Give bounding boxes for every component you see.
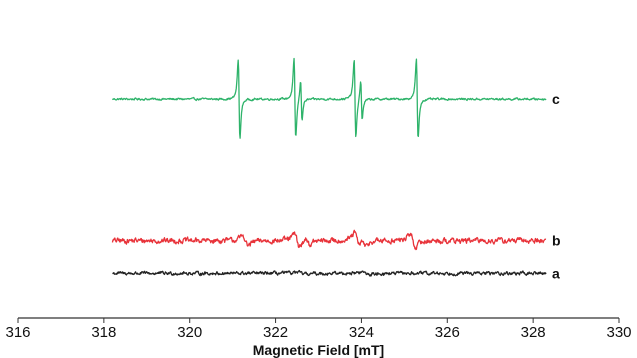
series-line-b — [111, 229, 547, 251]
series-line-a — [112, 269, 547, 277]
x-tick-label: 322 — [263, 324, 288, 341]
x-tick-label: 316 — [5, 324, 30, 341]
x-tick-label: 326 — [435, 324, 460, 341]
plot-area: c ba — [111, 57, 561, 281]
x-tick-label: 318 — [91, 324, 116, 341]
series-label-c: c — [552, 91, 560, 107]
x-axis-title: Magnetic Field [mT] — [253, 342, 384, 358]
series-line-c — [111, 57, 547, 139]
x-axis-ticks: 316 318 320 322 324 326 328 330 — [5, 318, 632, 341]
x-tick-label: 330 — [606, 324, 631, 341]
x-tick-label: 324 — [349, 324, 374, 341]
x-tick-label: 320 — [177, 324, 202, 341]
series-label-b: b — [552, 233, 561, 249]
series-label-a: a — [552, 265, 560, 281]
x-tick-label: 328 — [521, 324, 546, 341]
